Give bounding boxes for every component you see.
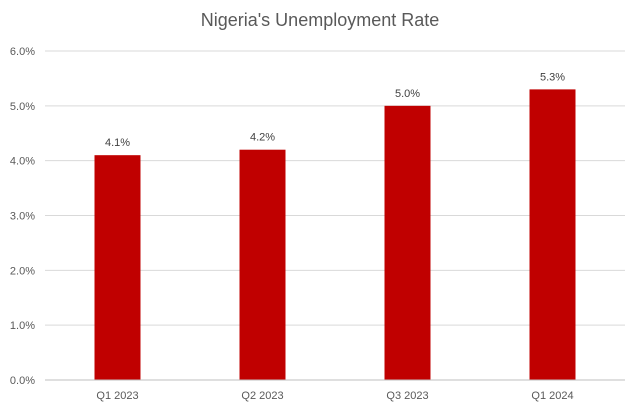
bar [94,155,141,380]
data-label: 5.3% [540,71,565,83]
y-tick-label: 5.0% [10,101,35,113]
y-tick-label: 3.0% [10,211,35,223]
bar [384,105,431,380]
y-tick-label: 4.0% [10,156,35,168]
x-tick-label: Q2 2023 [241,390,283,402]
data-label: 4.1% [105,137,130,149]
x-tick-label: Q3 2023 [386,390,428,402]
data-label: 4.2% [250,132,275,144]
bar [239,149,286,380]
y-tick-label: 0.0% [10,375,35,387]
bar [529,89,576,380]
x-tick-label: Q1 2023 [96,390,138,402]
x-tick-label: Q1 2024 [531,390,573,402]
data-label: 5.0% [395,88,420,100]
y-tick-label: 6.0% [10,46,35,58]
y-tick-label: 1.0% [10,320,35,332]
y-tick-label: 2.0% [10,265,35,277]
chart-title: Nigeria's Unemployment Rate [200,10,440,30]
